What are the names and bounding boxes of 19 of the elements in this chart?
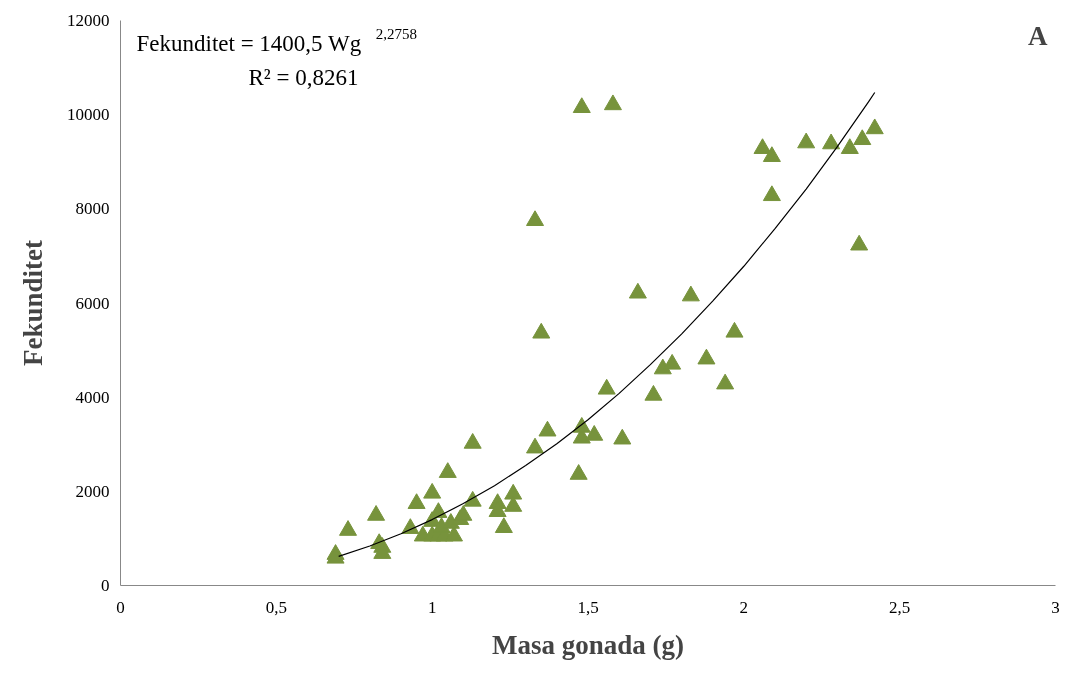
y-axis-title: Fekunditet xyxy=(18,239,48,366)
y-tick-label: 6000 xyxy=(75,293,110,313)
y-tick-label: 10000 xyxy=(67,105,110,125)
x-tick-label: 1,5 xyxy=(577,597,599,617)
annotation: A xyxy=(1028,20,1048,51)
annotation: R² = 0,8261 xyxy=(248,64,359,90)
x-tick-label: 2,5 xyxy=(889,597,911,617)
y-tick-label: 12000 xyxy=(67,11,110,30)
x-tick-label: 0 xyxy=(116,597,125,617)
y-tick-label: 4000 xyxy=(75,387,110,407)
x-tick-label: 3 xyxy=(1051,597,1060,617)
x-axis-title: Masa gonada (g) xyxy=(492,629,685,660)
x-tick-label: 0,5 xyxy=(265,597,287,617)
y-tick-label: 2000 xyxy=(75,481,110,501)
x-tick-label: 1 xyxy=(427,597,437,617)
annotation: Fekunditet = 1400,5 Wg 2,2758 xyxy=(136,25,417,56)
y-tick-label: 0 xyxy=(101,576,110,595)
x-tick-label: 2 xyxy=(739,597,749,617)
y-tick-label: 8000 xyxy=(75,199,110,219)
